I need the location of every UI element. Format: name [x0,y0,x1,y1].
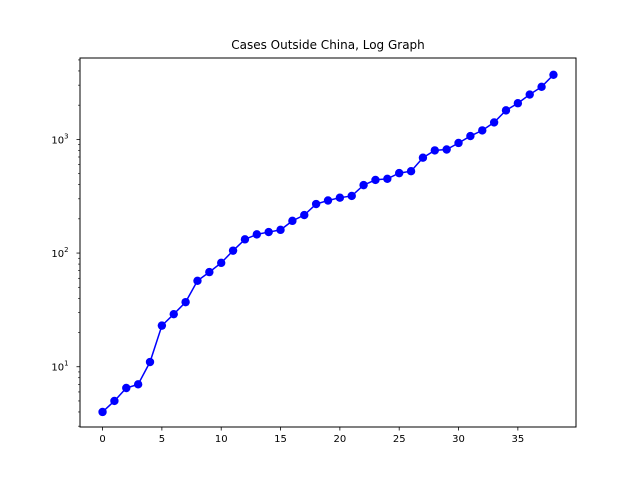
data-point [264,227,273,237]
data-point [110,396,119,406]
data-point [252,230,262,239]
data-point [145,357,155,367]
data-point [454,138,463,148]
x-tick-label: 10 [215,434,228,445]
data-point [240,235,250,244]
series-layer [98,70,558,417]
data-point [466,131,475,141]
chart-title: Cases Outside China, Log Graph [231,38,425,52]
data-point [205,267,214,277]
x-tick-label: 5 [159,434,165,445]
x-tick-label: 25 [393,434,406,445]
data-point [489,118,499,127]
plot-frame [79,57,577,428]
x-axis-ticks: 0 5 10 15 20 25 30 35 [99,427,524,445]
x-tick-label: 20 [333,434,346,445]
x-tick-label: 15 [274,434,287,445]
y-tick-label: 103 [51,132,68,146]
data-point [157,321,167,330]
data-point [122,383,131,393]
series-line [102,74,554,413]
data-point [276,225,285,235]
y-tick-label: 102 [51,246,68,260]
data-point [513,99,523,108]
x-tick-label: 0 [99,434,105,445]
data-point [335,193,345,202]
y-axis-ticks: 101 102 103 [51,59,80,427]
data-point [169,309,178,319]
y-tick-label: 101 [51,360,68,374]
data-point [323,196,333,205]
data-point [371,175,380,185]
data-point [394,168,404,178]
x-tick-label: 30 [452,434,465,445]
data-point [537,82,546,92]
data-point [133,380,143,389]
data-point [98,407,107,417]
data-point [442,145,451,154]
data-point [228,246,238,255]
data-point [217,258,226,268]
data-point [525,90,534,99]
data-point [288,216,297,226]
x-tick-label: 35 [511,434,524,445]
data-point [478,126,487,135]
data-point [549,70,558,80]
data-point [430,146,439,155]
data-point [406,166,416,176]
data-point [181,297,190,307]
data-point [300,210,309,220]
data-point [383,174,392,184]
data-point [418,153,428,162]
data-point [311,199,321,209]
data-point [193,276,202,286]
data-point [501,106,511,115]
data-point [359,180,368,190]
data-point [347,191,356,201]
